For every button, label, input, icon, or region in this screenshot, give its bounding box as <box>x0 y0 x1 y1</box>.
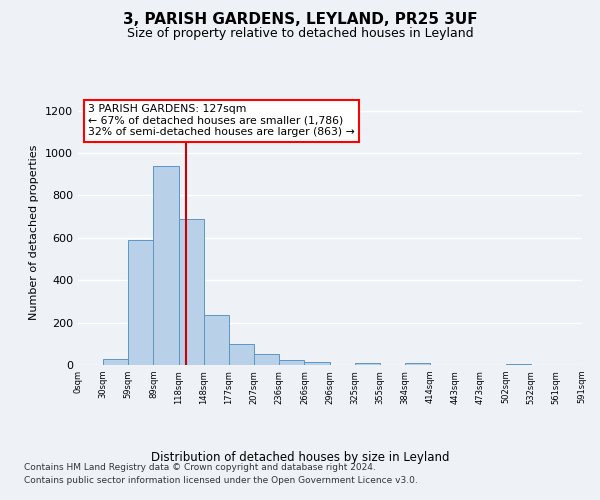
Bar <box>506 364 531 365</box>
Bar <box>229 344 254 365</box>
Bar <box>103 358 128 365</box>
Bar <box>128 240 154 365</box>
Bar <box>279 360 304 365</box>
Text: Contains public sector information licensed under the Open Government Licence v3: Contains public sector information licen… <box>24 476 418 485</box>
Text: Distribution of detached houses by size in Leyland: Distribution of detached houses by size … <box>151 451 449 464</box>
Bar <box>405 363 430 365</box>
Bar <box>304 362 329 365</box>
Text: 3 PARISH GARDENS: 127sqm
← 67% of detached houses are smaller (1,786)
32% of sem: 3 PARISH GARDENS: 127sqm ← 67% of detach… <box>88 104 355 137</box>
Text: 3, PARISH GARDENS, LEYLAND, PR25 3UF: 3, PARISH GARDENS, LEYLAND, PR25 3UF <box>122 12 478 28</box>
Bar <box>179 218 204 365</box>
Bar <box>254 354 279 365</box>
Y-axis label: Number of detached properties: Number of detached properties <box>29 145 40 320</box>
Text: Contains HM Land Registry data © Crown copyright and database right 2024.: Contains HM Land Registry data © Crown c… <box>24 464 376 472</box>
Text: Size of property relative to detached houses in Leyland: Size of property relative to detached ho… <box>127 28 473 40</box>
Bar <box>355 363 380 365</box>
Bar <box>154 166 179 365</box>
Bar <box>204 315 229 365</box>
